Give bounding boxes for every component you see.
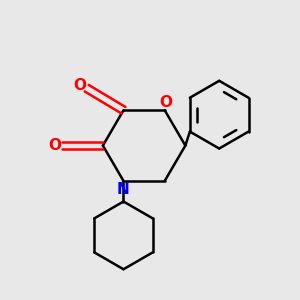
Text: N: N (117, 182, 130, 197)
Text: O: O (49, 138, 62, 153)
Text: O: O (74, 78, 87, 93)
Text: O: O (160, 94, 173, 110)
